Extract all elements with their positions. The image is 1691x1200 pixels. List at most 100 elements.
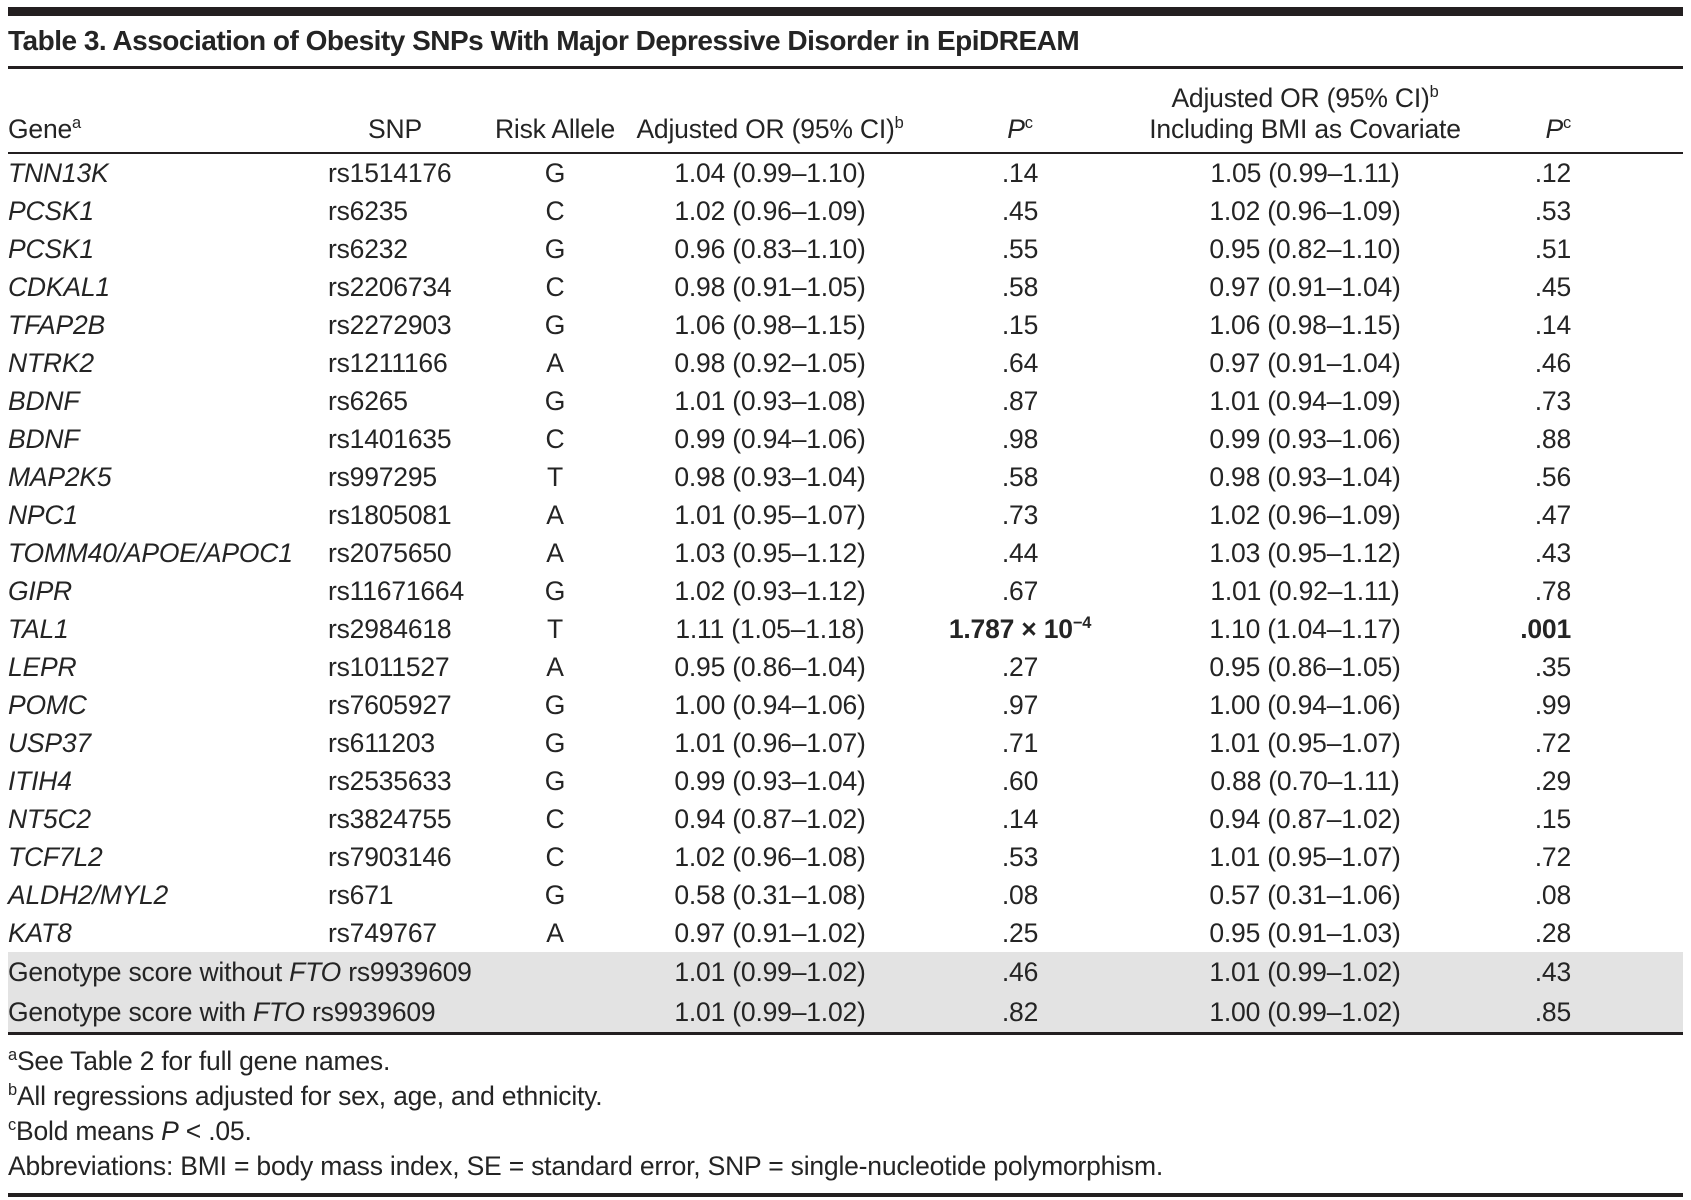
- adjusted-or-cell: 0.99 (0.93–1.04): [674, 765, 866, 796]
- snp-cell: rs7903146: [328, 841, 452, 872]
- p-value-bmi-cell: .72: [1534, 727, 1571, 758]
- p-value-bmi-cell: .28: [1534, 917, 1571, 948]
- p-value-cell: .97: [1001, 689, 1039, 720]
- gene-cell: PCSK1: [8, 195, 94, 226]
- risk-allele-cell: A: [546, 347, 564, 378]
- p-value-cell: .71: [1001, 727, 1039, 758]
- adjusted-or-cell: 0.96 (0.83–1.10): [674, 233, 866, 264]
- p-value-bmi-cell: .45: [1534, 271, 1571, 302]
- snp-cell: rs3824755: [328, 803, 452, 834]
- footnote-marker-b: b: [894, 114, 904, 133]
- p-value-cell: .98: [1001, 423, 1039, 454]
- adjusted-or-cell: 0.98 (0.93–1.04): [674, 461, 866, 492]
- snp-cell: rs611203: [328, 727, 435, 758]
- p-value-bmi-cell: .72: [1534, 841, 1571, 872]
- gene-cell: KAT8: [8, 917, 72, 948]
- snp-cell: rs1211166: [328, 347, 448, 378]
- p-value-bmi-cell: .46: [1534, 347, 1571, 378]
- footnote-c: cBold means P < .05.: [8, 1114, 1683, 1149]
- genotype-score-row: Genotype score without FTO rs9939609 1.01…: [8, 952, 1683, 992]
- p-value-bmi-cell: .35: [1534, 651, 1571, 682]
- risk-allele-cell: T: [547, 613, 563, 644]
- gene-cell: LEPR: [8, 651, 77, 682]
- col-header-adjusted-or-bmi-line1-label: Adjusted OR (95% CI): [1171, 83, 1430, 113]
- snp-cell: rs2984618: [328, 613, 452, 644]
- table-row: ALDH2/MYL2 rs671 G 0.58 (0.31–1.08) .08 0.57 …: [8, 876, 1683, 914]
- adjusted-or-bmi-cell: 1.01 (0.95–1.07): [1209, 841, 1401, 872]
- footnote-a: aSee Table 2 for full gene names.: [8, 1044, 1683, 1079]
- p-value-cell: .46: [910, 952, 1130, 992]
- gene-cell: TAL1: [8, 613, 69, 644]
- footnote-divider-rule: [8, 1032, 1683, 1035]
- adjusted-or-cell: 1.11 (1.05–1.18): [675, 613, 865, 644]
- exponent: −4: [1072, 613, 1092, 632]
- p-value-bmi-cell: .001: [1520, 613, 1571, 644]
- p-value-bmi-cell: .12: [1534, 157, 1571, 188]
- adjusted-or-cell: 0.95 (0.86–1.04): [674, 651, 866, 682]
- col-header-gene-label: Gene: [8, 114, 73, 144]
- table-row: NT5C2 rs3824755 C 0.94 (0.87–1.02) .14 0.94 (…: [8, 800, 1683, 838]
- adjusted-or-bmi-cell: 0.95 (0.86–1.05): [1209, 651, 1401, 682]
- table-row: LEPR rs1011527 A 0.95 (0.86–1.04) .27 0.95 (0…: [8, 648, 1683, 686]
- risk-allele-cell: G: [544, 385, 566, 416]
- p-value-bmi-cell: .73: [1534, 385, 1571, 416]
- p-value-bmi-cell: .56: [1534, 461, 1571, 492]
- footnote-marker-c: c: [1024, 114, 1033, 133]
- adjusted-or-cell: 1.02 (0.93–1.12): [674, 575, 866, 606]
- footnote-marker-b: b: [1429, 83, 1439, 102]
- p-value-bmi-cell: .08: [1534, 879, 1571, 910]
- adjusted-or-cell: 0.98 (0.92–1.05): [674, 347, 866, 378]
- col-header-snp-label: SNP: [368, 114, 422, 144]
- genotype-score-label-post: rs9939609: [341, 956, 472, 987]
- adjusted-or-cell: 1.03 (0.95–1.12): [674, 537, 866, 568]
- gene-cell: TCF7L2: [8, 841, 103, 872]
- table-bottom-rule: [8, 1193, 1683, 1197]
- risk-allele-cell: C: [545, 423, 565, 454]
- footnotes: aSee Table 2 for full gene names. bAll r…: [8, 1035, 1683, 1184]
- risk-allele-cell: A: [546, 651, 564, 682]
- table-row: POMC rs7605927 G 1.00 (0.94–1.06) .97 1.00 (0…: [8, 686, 1683, 724]
- col-header-adjusted-or-bmi-line1: Adjusted OR (95% CI)b: [1130, 83, 1480, 114]
- p-value-cell: .55: [1001, 233, 1039, 264]
- p-value-cell: .73: [1001, 499, 1039, 530]
- table-row: KAT8 rs749767 A 0.97 (0.91–1.02) .25 0.95 (0.…: [8, 914, 1683, 952]
- adjusted-or-cell: 1.02 (0.96–1.08): [674, 841, 866, 872]
- adjusted-or-bmi-cell: 1.06 (0.98–1.15): [1209, 309, 1401, 340]
- footnote-c-post: < .05.: [178, 1116, 252, 1146]
- snp-cell: rs1401635: [328, 423, 452, 454]
- adjusted-or-cell: 1.01 (0.95–1.07): [674, 499, 866, 530]
- risk-allele-cell: A: [546, 499, 564, 530]
- p-value-bmi-cell: .85: [1480, 992, 1683, 1032]
- snp-cell: rs1514176: [328, 157, 452, 188]
- footnote-marker-c: c: [8, 1116, 17, 1135]
- adjusted-or-bmi-cell: 1.01 (0.95–1.07): [1209, 727, 1401, 758]
- col-header-p: Pc: [910, 69, 1130, 154]
- col-header-adjusted-or-bmi-line2: Including BMI as Covariate: [1149, 114, 1461, 144]
- p-value-cell: .27: [1001, 651, 1039, 682]
- table-row: TAL1 rs2984618 T 1.11 (1.05–1.18) 1.787 × 10…: [8, 610, 1683, 648]
- snp-cell: rs2272903: [328, 309, 452, 340]
- adjusted-or-cell: 1.04 (0.99–1.10): [674, 157, 866, 188]
- col-header-risk-allele: Risk Allele: [480, 69, 630, 154]
- adjusted-or-cell: 1.06 (0.98–1.15): [674, 309, 866, 340]
- p-value-bmi-cell: .43: [1534, 537, 1571, 568]
- gene-cell: TFAP2B: [8, 309, 105, 340]
- footnote-marker-c: c: [1562, 114, 1571, 133]
- p-value-bmi-cell: .14: [1534, 309, 1571, 340]
- adjusted-or-bmi-cell: 1.01 (0.92–1.11): [1210, 575, 1400, 606]
- risk-allele-cell: C: [545, 195, 565, 226]
- adjusted-or-bmi-cell: 0.98 (0.93–1.04): [1209, 461, 1401, 492]
- p-value-bmi-cell: .99: [1534, 689, 1571, 720]
- p-value-bmi-cell: .29: [1534, 765, 1571, 796]
- p-value-cell: .82: [910, 992, 1130, 1032]
- gene-cell: GIPR: [8, 575, 72, 606]
- snp-cell: rs2206734: [328, 271, 452, 302]
- adjusted-or-cell: 0.58 (0.31–1.08): [674, 879, 866, 910]
- gene-cell: ALDH2/MYL2: [8, 879, 169, 910]
- risk-allele-cell: T: [547, 461, 563, 492]
- col-header-p-bmi-label: P: [1545, 114, 1564, 144]
- snp-cell: rs11671664: [328, 575, 465, 606]
- p-value-cell: .45: [1001, 195, 1039, 226]
- table-row: PCSK1 rs6235 C 1.02 (0.96–1.09) .45 1.02 (0.9…: [8, 192, 1683, 230]
- gene-fto-italic: FTO: [289, 956, 342, 987]
